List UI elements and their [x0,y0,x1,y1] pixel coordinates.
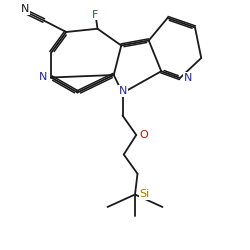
Text: N: N [21,4,29,14]
Text: N: N [119,86,127,96]
Text: Si: Si [140,189,149,199]
Text: N: N [39,72,48,83]
Text: N: N [184,73,192,83]
Text: O: O [140,130,148,140]
Text: F: F [92,10,99,20]
